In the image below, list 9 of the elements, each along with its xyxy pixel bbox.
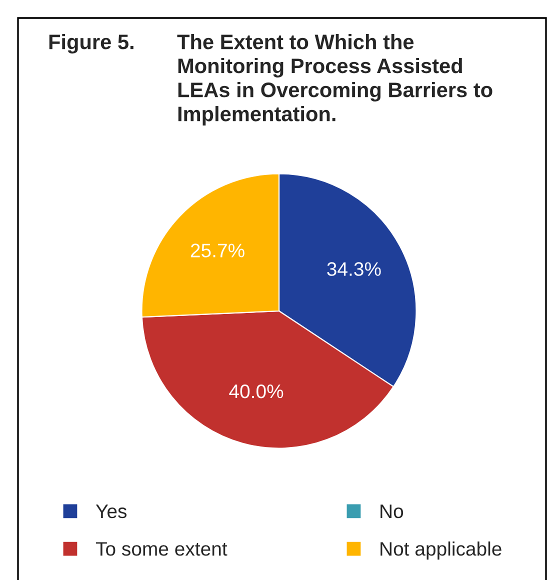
legend-label: Yes (96, 504, 127, 518)
legend-label: Not applicable (380, 541, 502, 560)
legend-label: To some extent (96, 542, 228, 556)
chart-title: The Extent to Which the Monitoring Process Assisted LEAs in Overcoming Barriers to Implementation. (177, 34, 492, 126)
caption: Figure 5. (49, 34, 134, 54)
data-label: 40.0% (229, 384, 284, 398)
data-label: 25.7% (190, 244, 244, 258)
data-label: 34.3% (327, 262, 381, 276)
legend-label: No (380, 504, 404, 518)
